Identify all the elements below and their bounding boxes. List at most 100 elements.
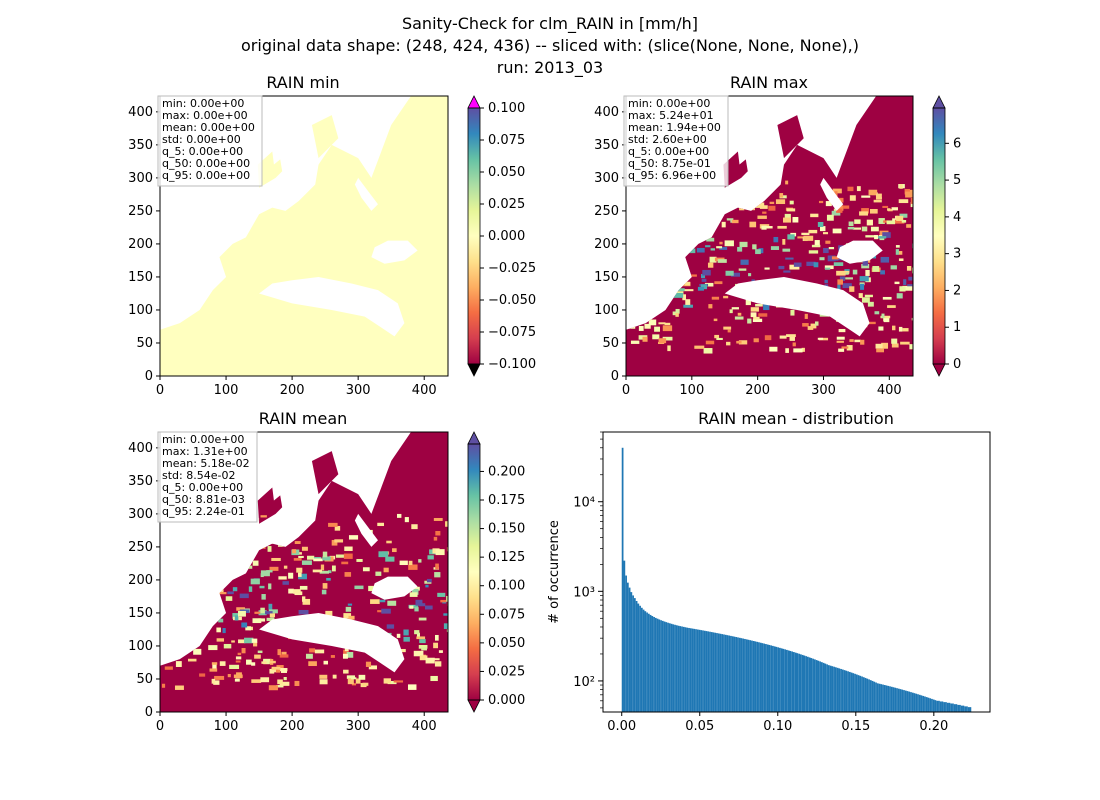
map-cell [298,609,309,615]
map-cell [307,555,315,560]
map-cell [785,180,789,185]
histogram-bar [873,681,876,712]
map-cell [343,669,349,674]
map-cell [852,269,858,275]
histogram-bar [794,652,797,712]
histogram-bar [628,587,631,712]
map-cell [237,652,242,656]
stats-line: q_5: 0.00e+00 [628,145,709,158]
histogram-bar [953,704,956,712]
histogram-bar [861,676,863,712]
map-cell [277,541,284,547]
map-cell [817,221,824,227]
y-tick-label: 0 [145,369,153,384]
map-cell [839,276,846,281]
map-cell [414,607,419,612]
figure-title-line-2: original data shape: (248, 424, 436) -- … [241,36,859,55]
map-cell [684,281,691,286]
colorbar-tick-label: 0.125 [488,550,525,565]
map-cell [707,262,714,268]
histogram-bar [864,677,867,712]
map-cell [861,263,870,269]
histogram-bar [850,672,853,712]
map-cell [874,234,879,240]
map-cell [779,193,784,198]
histogram-bar [647,613,650,712]
map-cell [662,336,673,341]
map-cell [160,605,171,610]
map-cell [655,253,659,257]
colorbar-max: 6 5 4 3 2 1 0 [932,95,961,377]
x-tick-label: 200 [280,719,305,734]
histogram-bar [633,598,636,712]
histogram-bar [820,662,823,712]
y-tick-label: 400 [594,105,619,120]
histogram-bar [651,616,654,712]
map-cell [258,618,266,622]
stats-line: std: 0.00e+00 [162,133,241,146]
map-cell [288,588,294,594]
y-tick-label: 0 [611,369,619,384]
map-cell [218,618,224,623]
histogram-bar [766,644,769,712]
map-cell [387,680,397,685]
map-cell [326,577,331,581]
map-cell [418,617,427,621]
map-cell [209,598,213,603]
map-cell [213,680,220,685]
map-cell [368,585,374,592]
map-cell [362,567,370,572]
histogram-bar [957,704,960,712]
map-cell [223,643,232,649]
map-cell [276,684,284,688]
map-cell [878,218,885,224]
y-tick-label: 0 [145,705,153,720]
map-cell [260,515,267,518]
colorbar-tick-label: 0.100 [488,579,525,594]
colorbar-extend-over [467,431,481,445]
map-cell [296,567,303,573]
map-cell [678,235,683,241]
map-cell [259,585,265,589]
map-cell [895,245,900,248]
map-cell [786,208,796,212]
map-cell [828,246,835,250]
map-cell [211,541,217,545]
map-cell [650,282,657,289]
map-cell [171,582,180,588]
map-cell [411,588,419,595]
histogram-bar [899,689,902,712]
map-cell [844,269,850,273]
map-cell [260,607,265,614]
map-cell [727,329,731,333]
histogram-bar [716,633,718,712]
histogram-bar [882,684,884,712]
y-tick-label: 150 [128,270,153,285]
map-cell [683,289,694,292]
histogram-bar [946,702,949,712]
map-cell [633,242,640,248]
map-cell [375,571,382,576]
map-cell [244,637,254,644]
map-cell [631,286,639,290]
figure-title-line-3: run: 2013_03 [497,58,603,78]
map-cell [412,586,420,591]
map-cell [866,219,873,226]
map-cell [865,269,870,276]
y-tick-label: 350 [128,138,153,153]
colorbar-tick-label: −0.050 [488,293,536,308]
map-cell [687,207,692,212]
map-cell [437,592,446,597]
map-cell [854,339,861,343]
histogram-bar [660,620,662,712]
stats-box-frame [157,95,263,187]
map-cell [876,236,887,239]
map-cell [731,307,739,310]
stats-line: q_50: 8.81e-03 [162,493,245,506]
map-cell [251,662,256,666]
histogram-bar [761,643,764,712]
map-cell [224,572,229,576]
histogram-bar [719,633,722,712]
y-tick-label: 50 [602,336,619,351]
map-cell [745,299,751,306]
